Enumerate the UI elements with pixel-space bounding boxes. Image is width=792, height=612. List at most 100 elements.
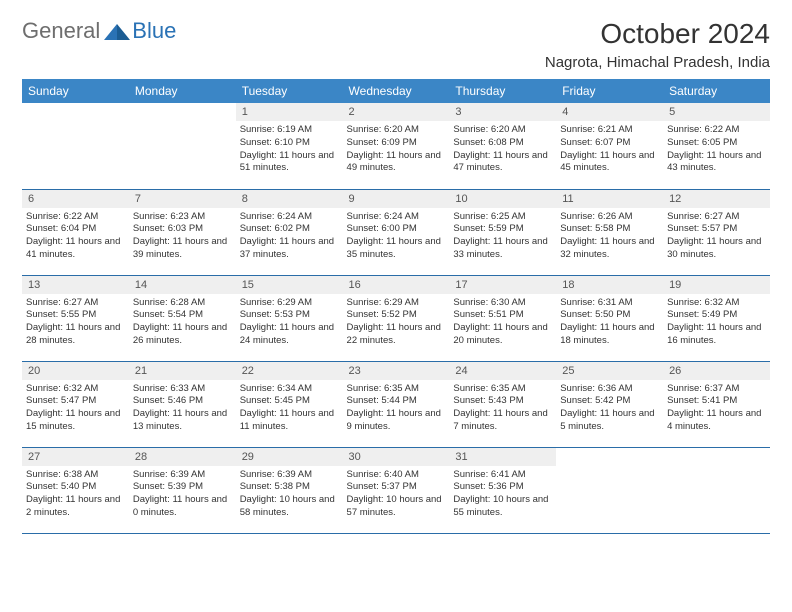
day-cell: 22Sunrise: 6:34 AMSunset: 5:45 PMDayligh… — [236, 361, 343, 447]
day-cell: 11Sunrise: 6:26 AMSunset: 5:58 PMDayligh… — [556, 189, 663, 275]
calendar-row: 6Sunrise: 6:22 AMSunset: 6:04 PMDaylight… — [22, 189, 770, 275]
day-data: Sunrise: 6:27 AMSunset: 5:57 PMDaylight:… — [663, 208, 770, 265]
day-number: 24 — [449, 362, 556, 380]
day-data: Sunrise: 6:30 AMSunset: 5:51 PMDaylight:… — [449, 294, 556, 351]
calendar-body: 1Sunrise: 6:19 AMSunset: 6:10 PMDaylight… — [22, 103, 770, 533]
day-number: 9 — [343, 190, 450, 208]
day-data: Sunrise: 6:29 AMSunset: 5:53 PMDaylight:… — [236, 294, 343, 351]
day-cell: 15Sunrise: 6:29 AMSunset: 5:53 PMDayligh… — [236, 275, 343, 361]
empty-cell — [129, 103, 236, 189]
day-number: 5 — [663, 103, 770, 121]
day-data: Sunrise: 6:25 AMSunset: 5:59 PMDaylight:… — [449, 208, 556, 265]
day-number: 14 — [129, 276, 236, 294]
calendar-row: 27Sunrise: 6:38 AMSunset: 5:40 PMDayligh… — [22, 447, 770, 533]
day-number: 30 — [343, 448, 450, 466]
day-number: 21 — [129, 362, 236, 380]
day-number: 10 — [449, 190, 556, 208]
day-cell: 12Sunrise: 6:27 AMSunset: 5:57 PMDayligh… — [663, 189, 770, 275]
day-data: Sunrise: 6:20 AMSunset: 6:08 PMDaylight:… — [449, 121, 556, 178]
day-data: Sunrise: 6:37 AMSunset: 5:41 PMDaylight:… — [663, 380, 770, 437]
day-number: 12 — [663, 190, 770, 208]
header: General Blue October 2024 Nagrota, Himac… — [22, 18, 770, 71]
day-number: 13 — [22, 276, 129, 294]
day-data: Sunrise: 6:23 AMSunset: 6:03 PMDaylight:… — [129, 208, 236, 265]
day-cell: 18Sunrise: 6:31 AMSunset: 5:50 PMDayligh… — [556, 275, 663, 361]
day-data: Sunrise: 6:28 AMSunset: 5:54 PMDaylight:… — [129, 294, 236, 351]
day-data: Sunrise: 6:39 AMSunset: 5:38 PMDaylight:… — [236, 466, 343, 523]
day-number: 25 — [556, 362, 663, 380]
day-cell: 28Sunrise: 6:39 AMSunset: 5:39 PMDayligh… — [129, 447, 236, 533]
day-number: 3 — [449, 103, 556, 121]
day-number: 22 — [236, 362, 343, 380]
weekday-header: Thursday — [449, 79, 556, 103]
day-cell: 4Sunrise: 6:21 AMSunset: 6:07 PMDaylight… — [556, 103, 663, 189]
day-number: 2 — [343, 103, 450, 121]
day-data: Sunrise: 6:20 AMSunset: 6:09 PMDaylight:… — [343, 121, 450, 178]
day-cell: 17Sunrise: 6:30 AMSunset: 5:51 PMDayligh… — [449, 275, 556, 361]
day-data: Sunrise: 6:36 AMSunset: 5:42 PMDaylight:… — [556, 380, 663, 437]
day-data: Sunrise: 6:19 AMSunset: 6:10 PMDaylight:… — [236, 121, 343, 178]
day-number: 28 — [129, 448, 236, 466]
logo-triangle-icon — [104, 22, 130, 40]
day-cell: 14Sunrise: 6:28 AMSunset: 5:54 PMDayligh… — [129, 275, 236, 361]
day-data: Sunrise: 6:34 AMSunset: 5:45 PMDaylight:… — [236, 380, 343, 437]
day-number: 6 — [22, 190, 129, 208]
day-number: 26 — [663, 362, 770, 380]
day-cell: 20Sunrise: 6:32 AMSunset: 5:47 PMDayligh… — [22, 361, 129, 447]
logo-text-general: General — [22, 18, 100, 44]
day-data: Sunrise: 6:38 AMSunset: 5:40 PMDaylight:… — [22, 466, 129, 523]
day-data: Sunrise: 6:32 AMSunset: 5:47 PMDaylight:… — [22, 380, 129, 437]
month-title: October 2024 — [545, 18, 770, 50]
day-data: Sunrise: 6:31 AMSunset: 5:50 PMDaylight:… — [556, 294, 663, 351]
day-number: 20 — [22, 362, 129, 380]
day-data: Sunrise: 6:32 AMSunset: 5:49 PMDaylight:… — [663, 294, 770, 351]
day-number: 31 — [449, 448, 556, 466]
day-cell: 1Sunrise: 6:19 AMSunset: 6:10 PMDaylight… — [236, 103, 343, 189]
day-cell: 23Sunrise: 6:35 AMSunset: 5:44 PMDayligh… — [343, 361, 450, 447]
day-number: 18 — [556, 276, 663, 294]
empty-cell — [663, 447, 770, 533]
day-cell: 31Sunrise: 6:41 AMSunset: 5:36 PMDayligh… — [449, 447, 556, 533]
day-cell: 10Sunrise: 6:25 AMSunset: 5:59 PMDayligh… — [449, 189, 556, 275]
day-cell: 3Sunrise: 6:20 AMSunset: 6:08 PMDaylight… — [449, 103, 556, 189]
day-data: Sunrise: 6:40 AMSunset: 5:37 PMDaylight:… — [343, 466, 450, 523]
calendar-row: 13Sunrise: 6:27 AMSunset: 5:55 PMDayligh… — [22, 275, 770, 361]
empty-cell — [556, 447, 663, 533]
day-data: Sunrise: 6:33 AMSunset: 5:46 PMDaylight:… — [129, 380, 236, 437]
day-cell: 6Sunrise: 6:22 AMSunset: 6:04 PMDaylight… — [22, 189, 129, 275]
day-number: 8 — [236, 190, 343, 208]
day-cell: 16Sunrise: 6:29 AMSunset: 5:52 PMDayligh… — [343, 275, 450, 361]
day-number: 23 — [343, 362, 450, 380]
title-block: October 2024 Nagrota, Himachal Pradesh, … — [545, 18, 770, 71]
day-data: Sunrise: 6:35 AMSunset: 5:44 PMDaylight:… — [343, 380, 450, 437]
day-data: Sunrise: 6:27 AMSunset: 5:55 PMDaylight:… — [22, 294, 129, 351]
day-number: 29 — [236, 448, 343, 466]
day-number: 27 — [22, 448, 129, 466]
calendar-row: 1Sunrise: 6:19 AMSunset: 6:10 PMDaylight… — [22, 103, 770, 189]
empty-cell — [22, 103, 129, 189]
day-cell: 25Sunrise: 6:36 AMSunset: 5:42 PMDayligh… — [556, 361, 663, 447]
day-data: Sunrise: 6:22 AMSunset: 6:04 PMDaylight:… — [22, 208, 129, 265]
day-number: 19 — [663, 276, 770, 294]
logo: General Blue — [22, 18, 176, 44]
location: Nagrota, Himachal Pradesh, India — [545, 54, 770, 71]
day-cell: 13Sunrise: 6:27 AMSunset: 5:55 PMDayligh… — [22, 275, 129, 361]
logo-text-blue: Blue — [132, 18, 176, 44]
day-cell: 2Sunrise: 6:20 AMSunset: 6:09 PMDaylight… — [343, 103, 450, 189]
day-cell: 21Sunrise: 6:33 AMSunset: 5:46 PMDayligh… — [129, 361, 236, 447]
day-data: Sunrise: 6:41 AMSunset: 5:36 PMDaylight:… — [449, 466, 556, 523]
day-number: 15 — [236, 276, 343, 294]
weekday-header: Sunday — [22, 79, 129, 103]
day-cell: 24Sunrise: 6:35 AMSunset: 5:43 PMDayligh… — [449, 361, 556, 447]
day-cell: 7Sunrise: 6:23 AMSunset: 6:03 PMDaylight… — [129, 189, 236, 275]
weekday-header-row: SundayMondayTuesdayWednesdayThursdayFrid… — [22, 79, 770, 103]
day-data: Sunrise: 6:24 AMSunset: 6:00 PMDaylight:… — [343, 208, 450, 265]
day-number: 1 — [236, 103, 343, 121]
weekday-header: Friday — [556, 79, 663, 103]
weekday-header: Wednesday — [343, 79, 450, 103]
day-number: 4 — [556, 103, 663, 121]
day-data: Sunrise: 6:29 AMSunset: 5:52 PMDaylight:… — [343, 294, 450, 351]
day-data: Sunrise: 6:22 AMSunset: 6:05 PMDaylight:… — [663, 121, 770, 178]
day-number: 17 — [449, 276, 556, 294]
day-cell: 27Sunrise: 6:38 AMSunset: 5:40 PMDayligh… — [22, 447, 129, 533]
